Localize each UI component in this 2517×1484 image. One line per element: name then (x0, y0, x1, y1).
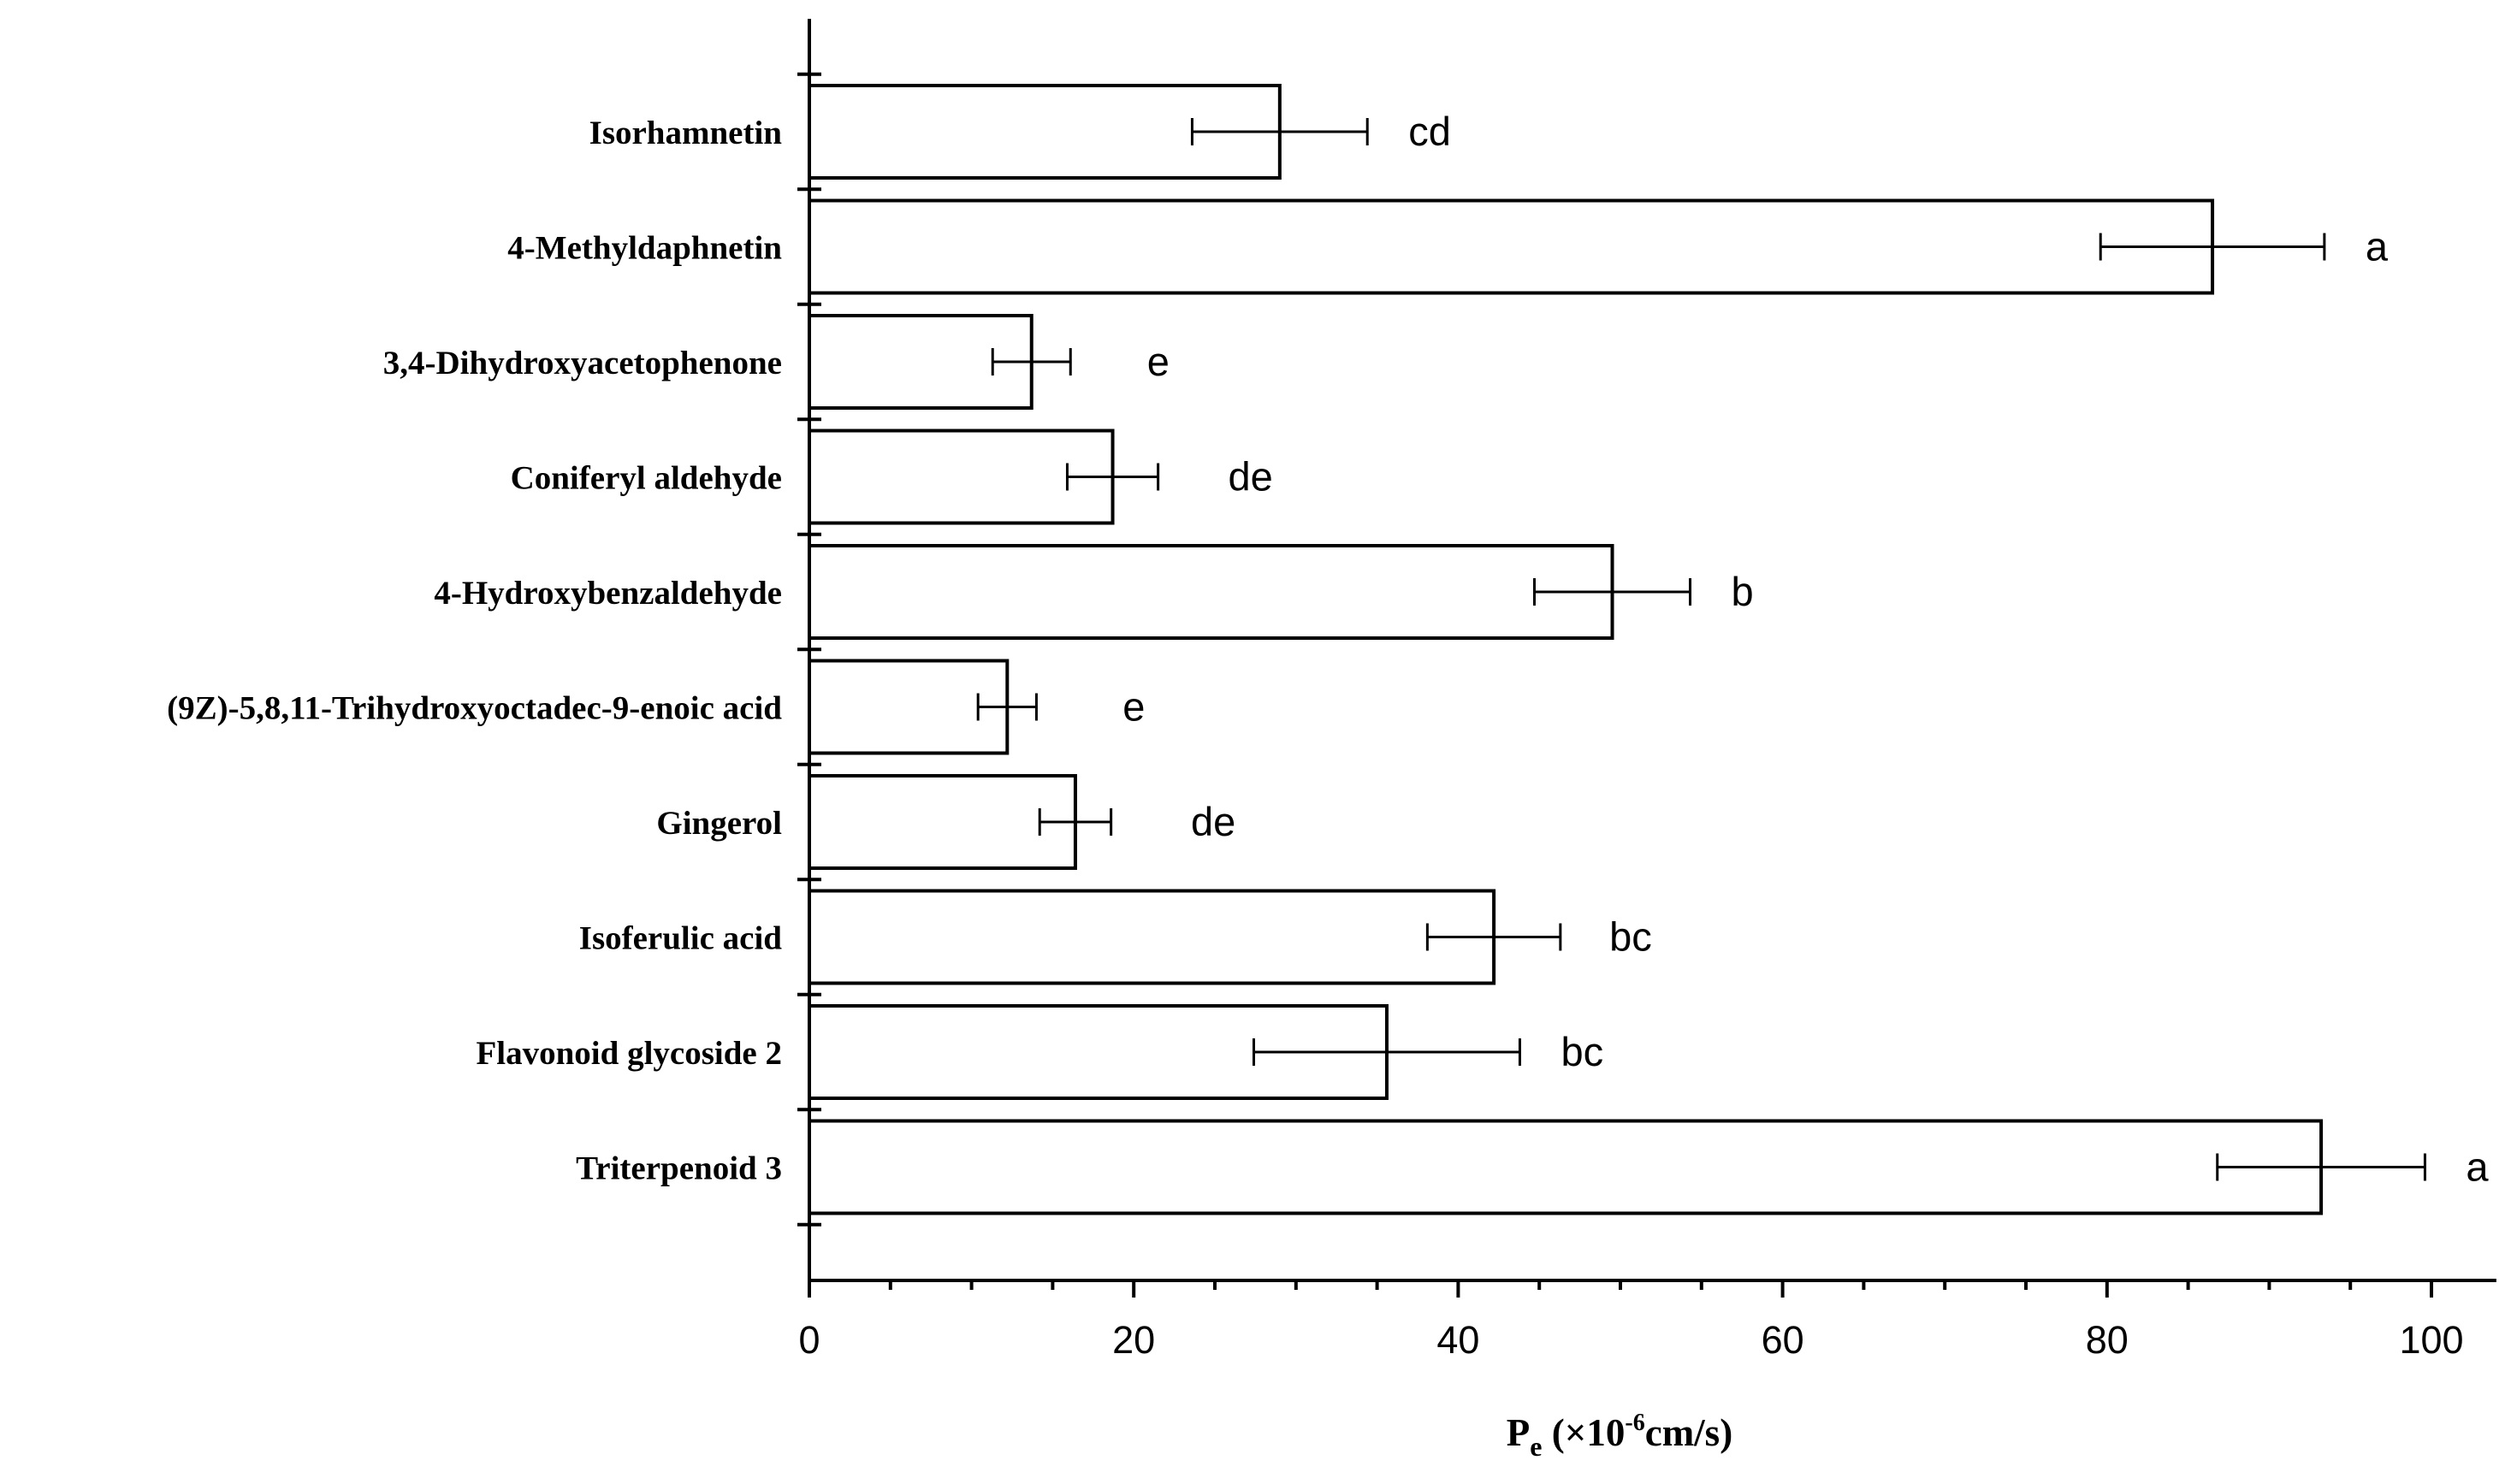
x-tick-label: 100 (2399, 1318, 2463, 1362)
x-axis-title-unit: cm/s) (1645, 1411, 1732, 1454)
x-tick-label: 80 (2086, 1318, 2129, 1362)
significance-letter: bc (1561, 1029, 1603, 1074)
significance-letter: cd (1408, 109, 1451, 154)
x-axis-title-subscript: e (1530, 1431, 1542, 1462)
significance-letter: de (1229, 454, 1273, 500)
category-label: 3,4-Dihydroxyacetophenone (383, 345, 782, 381)
significance-letter: e (1122, 684, 1145, 730)
x-axis-title-exponent: -6 (1625, 1410, 1644, 1436)
category-label: (9Z)-5,8,11-Trihydroxyoctadec-9-enoic ac… (167, 690, 782, 727)
x-axis-title: Pe (×10-6cm/s) (1507, 1410, 1732, 1462)
significance-letter: de (1191, 799, 1235, 844)
x-tick-labels: 0 20 40 60 80 100 (798, 1318, 2463, 1362)
bar (808, 774, 1077, 870)
error-bars-layer (976, 118, 2426, 1181)
x-tick-label: 0 (798, 1318, 820, 1362)
axes-layer (797, 19, 2496, 1298)
category-labels: Isorhamnetin 4-Methyldaphnetin 3,4-Dihydro… (167, 115, 782, 1187)
category-label: Isorhamnetin (589, 115, 783, 151)
bar (808, 544, 1614, 640)
significance-letter: a (2366, 224, 2389, 269)
category-label: Isoferulic acid (579, 920, 783, 957)
bar (808, 889, 1496, 985)
x-axis-title-prefix: (×10 (1543, 1411, 1626, 1454)
x-tick-label: 60 (1762, 1318, 1804, 1362)
category-label: Coniferyl aldehyde (511, 460, 782, 497)
category-label: 4-Methyldaphnetin (507, 230, 782, 267)
significance-letter: bc (1609, 914, 1652, 960)
x-axis-title-symbol: P (1507, 1411, 1531, 1454)
category-label: Flavonoid glycoside 2 (476, 1035, 782, 1072)
x-tick-label: 20 (1112, 1318, 1155, 1362)
category-label: 4-Hydroxybenzaldehyde (434, 575, 782, 612)
category-label: Gingerol (656, 805, 782, 842)
category-label: Triterpenoid 3 (576, 1150, 782, 1187)
significance-letter: a (2466, 1144, 2489, 1190)
significance-letter: b (1732, 569, 1754, 614)
significance-letter: e (1147, 339, 1170, 384)
bar (808, 1119, 2324, 1215)
significance-labels: cd a e de b e de bc bc a (1122, 109, 2489, 1190)
bar (808, 198, 2215, 295)
x-tick-label: 40 (1436, 1318, 1479, 1362)
